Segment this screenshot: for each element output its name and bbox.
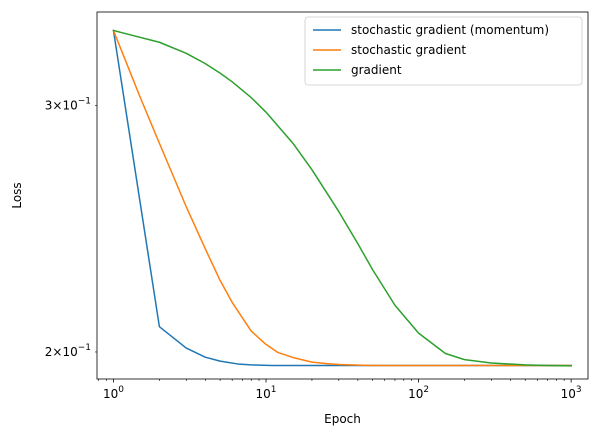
legend: stochastic gradient (momentum) stochastic… <box>304 16 583 86</box>
y-axis-ticks: 2×10−1 3×10−1 <box>45 97 97 359</box>
legend-label: gradient <box>351 63 402 77</box>
x-tick-label: 101 <box>256 385 277 401</box>
y-tick-label: 3×10−1 <box>45 97 91 113</box>
axes-frame <box>96 11 589 380</box>
plot-lines <box>112 29 572 367</box>
legend-label: stochastic gradient (momentum) <box>351 23 549 37</box>
y-axis-label: Loss <box>10 182 24 208</box>
x-tick-label: 100 <box>103 385 124 401</box>
x-tick-label: 102 <box>408 385 429 401</box>
series-line-2 <box>112 29 572 367</box>
y-tick-label: 2×10−1 <box>45 343 91 359</box>
legend-label: stochastic gradient <box>351 43 466 57</box>
legend-box <box>304 16 583 86</box>
series-line-3 <box>112 29 572 367</box>
x-tick-label: 103 <box>561 385 582 401</box>
x-axis-label: Epoch <box>324 412 361 426</box>
x-axis-ticks: 100 101 102 103 <box>98 379 582 401</box>
